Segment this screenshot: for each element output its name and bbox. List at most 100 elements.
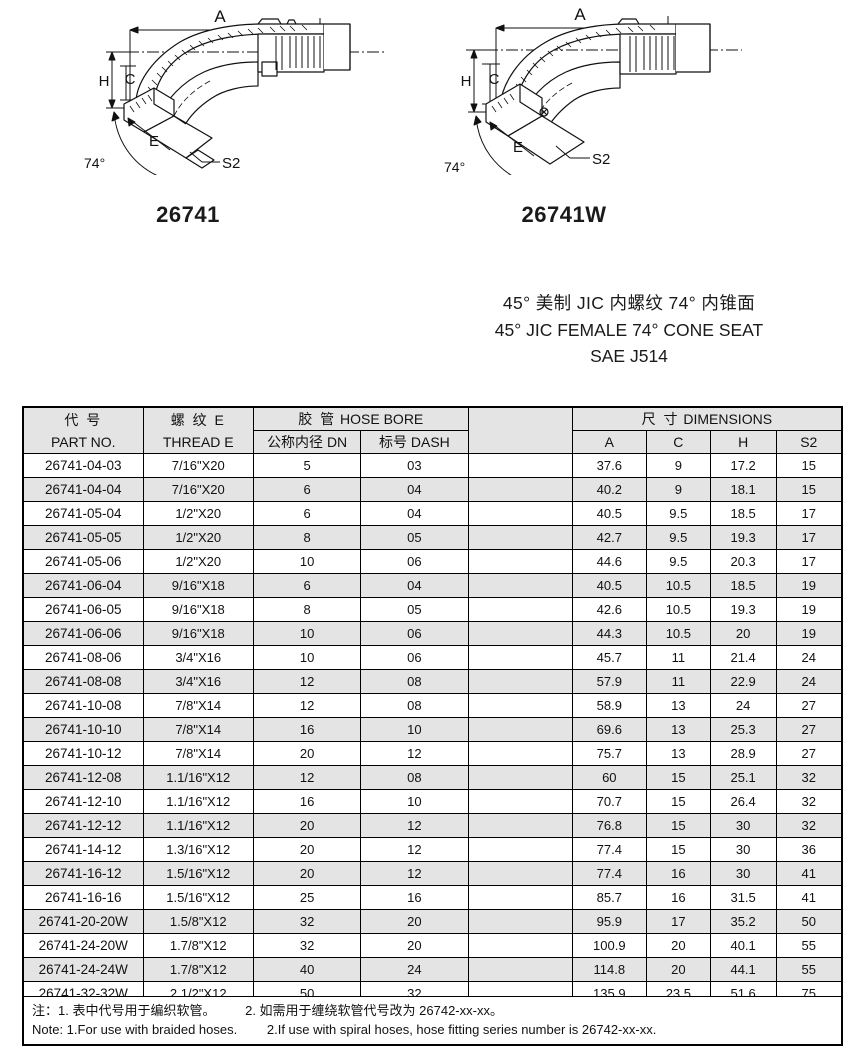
angle-74-arc-right <box>473 115 512 175</box>
cell-c: 11 <box>645 645 711 670</box>
cell-s2: 15 <box>775 477 843 502</box>
part-label-26741w: 26741W <box>521 202 607 227</box>
header-part-no-en: PART NO. <box>50 433 116 450</box>
cell-blank <box>467 885 573 910</box>
angle-label-left: 74° <box>84 155 105 171</box>
header-row-sub: 公称内径 DN 标号 DASH A C H S2 <box>23 430 843 454</box>
cell-thread: 1/2"X20 <box>142 501 254 526</box>
cell-dn: 10 <box>252 621 362 646</box>
dim-label-a-right: A <box>574 5 586 24</box>
cell-h: 18.5 <box>709 501 777 526</box>
cell-c: 9.5 <box>645 549 711 574</box>
table-row[interactable]: 26741-06-06 9/16"X18 10 06 44.3 10.5 20 19 <box>22 621 843 646</box>
cell-dn: 10 <box>252 645 362 670</box>
cell-part-no: 26741-08-08 <box>22 669 144 694</box>
cell-thread: 7/8"X14 <box>142 717 254 742</box>
cell-dash: 08 <box>360 693 469 718</box>
cell-thread: 3/4"X16 <box>142 645 254 670</box>
table-row[interactable]: 26741-14-12 1.3/16"X12 20 12 77.4 15 30 36 <box>22 837 843 862</box>
cell-s2: 17 <box>775 549 843 574</box>
header-part-no-cn: 代 号 <box>64 411 103 428</box>
cell-blank <box>467 837 573 862</box>
dim-label-e-left: E <box>149 133 159 150</box>
table-row[interactable]: 26741-05-05 1/2"X20 8 05 42.7 9.5 19.3 17 <box>22 525 843 550</box>
cell-h: 24 <box>709 693 777 718</box>
cell-dn: 20 <box>252 837 362 862</box>
table-row[interactable]: 26741-10-12 7/8"X14 20 12 75.7 13 28.9 27 <box>22 741 843 766</box>
fitting-drawing-26741: A H C E S2 74° <box>62 0 392 175</box>
cell-a: 58.9 <box>571 693 647 718</box>
cell-dash: 03 <box>360 453 469 478</box>
table-row[interactable]: 26741-12-08 1.1/16"X12 12 08 60 15 25.1 32 <box>22 765 843 790</box>
cell-thread: 1/2"X20 <box>142 525 254 550</box>
table-row[interactable]: 26741-08-06 3/4"X16 10 06 45.7 11 21.4 24 <box>22 645 843 670</box>
dim-label-c-left: C <box>125 71 136 88</box>
cell-h: 25.1 <box>709 765 777 790</box>
cell-dash: 05 <box>360 525 469 550</box>
cell-h: 44.1 <box>709 957 777 982</box>
fitting-drawing-26741w: A H C E S2 74° <box>420 0 750 175</box>
cell-thread: 7/16"X20 <box>142 477 254 502</box>
table-row[interactable]: 26741-10-10 7/8"X14 16 10 69.6 13 25.3 27 <box>22 717 843 742</box>
angle-label-right: 74° <box>444 159 465 175</box>
table-row[interactable]: 26741-06-05 9/16"X18 8 05 42.6 10.5 19.3 19 <box>22 597 843 622</box>
cell-dn: 12 <box>252 669 362 694</box>
cell-part-no: 26741-24-20W <box>22 933 144 958</box>
dim-label-a-left: A <box>214 7 226 26</box>
table-row[interactable]: 26741-16-16 1.5/16"X12 25 16 85.7 16 31.5 41 <box>22 885 843 910</box>
cell-thread: 1/2"X20 <box>142 549 254 574</box>
dimension-e-right <box>489 121 535 157</box>
cell-dn: 20 <box>252 741 362 766</box>
cell-dn: 40 <box>252 957 362 982</box>
table-row[interactable]: 26741-05-06 1/2"X20 10 06 44.6 9.5 20.3 17 <box>22 549 843 574</box>
cell-h: 19.3 <box>709 597 777 622</box>
header-dim-h: H <box>709 430 777 454</box>
dim-label-e-right: E <box>513 139 523 156</box>
cell-h: 18.5 <box>709 573 777 598</box>
dimension-s2-left <box>189 151 220 163</box>
cell-s2: 32 <box>775 813 843 838</box>
table-row[interactable]: 26741-24-24W 1.7/8"X12 40 24 114.8 20 44.1 55 <box>22 957 843 982</box>
dim-label-h-left: H <box>99 73 110 90</box>
cell-blank <box>467 645 573 670</box>
title-chinese: 45° 美制 JIC 内螺纹 74° 内锥面 <box>502 293 756 313</box>
cell-thread: 1.7/8"X12 <box>142 957 254 982</box>
cell-h: 26.4 <box>709 789 777 814</box>
cell-blank <box>467 525 573 550</box>
header-hose-bore: 胶 管 HOSE BORE <box>252 406 469 431</box>
table-row[interactable]: 26741-04-03 7/16"X20 5 03 37.6 9 17.2 15 <box>22 453 843 478</box>
table-row[interactable]: 26741-10-08 7/8"X14 12 08 58.9 13 24 27 <box>22 693 843 718</box>
cell-s2: 41 <box>775 885 843 910</box>
cell-part-no: 26741-10-08 <box>22 693 144 718</box>
table-row[interactable]: 26741-06-04 9/16"X18 6 04 40.5 10.5 18.5 19 <box>22 573 843 598</box>
cell-a: 44.3 <box>571 621 647 646</box>
table-row[interactable]: 26741-08-08 3/4"X16 12 08 57.9 11 22.9 24 <box>22 669 843 694</box>
cell-dash: 20 <box>360 909 469 934</box>
table-row[interactable]: 26741-12-12 1.1/16"X12 20 12 76.8 15 30 32 <box>22 813 843 838</box>
cell-a: 44.6 <box>571 549 647 574</box>
cell-c: 10.5 <box>645 597 711 622</box>
header-dim-a: A <box>571 430 647 454</box>
table-row[interactable]: 26741-16-12 1.5/16"X12 20 12 77.4 16 30 41 <box>22 861 843 886</box>
cell-blank <box>467 861 573 886</box>
note-line-english: Note: 1.For use with braided hoses. 2.If… <box>32 1020 841 1039</box>
header-row-top: 代 号 PART NO. 螺 纹 E THREAD E 胶 管 HOSE BOR… <box>22 406 843 454</box>
table-row[interactable]: 26741-04-04 7/16"X20 6 04 40.2 9 18.1 15 <box>22 477 843 502</box>
cell-h: 40.1 <box>709 933 777 958</box>
cell-h: 35.2 <box>709 909 777 934</box>
cell-thread: 7/8"X14 <box>142 741 254 766</box>
table-row[interactable]: 26741-05-04 1/2"X20 6 04 40.5 9.5 18.5 17 <box>22 501 843 526</box>
cell-thread: 1.3/16"X12 <box>142 837 254 862</box>
table-row[interactable]: 26741-20-20W 1.5/8"X12 32 20 95.9 17 35.2 50 <box>22 909 843 934</box>
cell-dn: 10 <box>252 549 362 574</box>
table-row[interactable]: 26741-12-10 1.1/16"X12 16 10 70.7 15 26.4 32 <box>22 789 843 814</box>
table-row[interactable]: 26741-24-20W 1.7/8"X12 32 20 100.9 20 40.1 55 <box>22 933 843 958</box>
cell-dn: 20 <box>252 813 362 838</box>
dim-label-c-right: C <box>489 71 500 88</box>
cell-thread: 9/16"X18 <box>142 573 254 598</box>
cell-h: 18.1 <box>709 477 777 502</box>
cell-thread: 1.5/16"X12 <box>142 885 254 910</box>
product-title-block: 45° 美制 JIC 内螺纹 74° 内锥面 45° JIC FEMALE 74… <box>404 290 854 370</box>
cell-s2: 19 <box>775 621 843 646</box>
cell-c: 13 <box>645 717 711 742</box>
